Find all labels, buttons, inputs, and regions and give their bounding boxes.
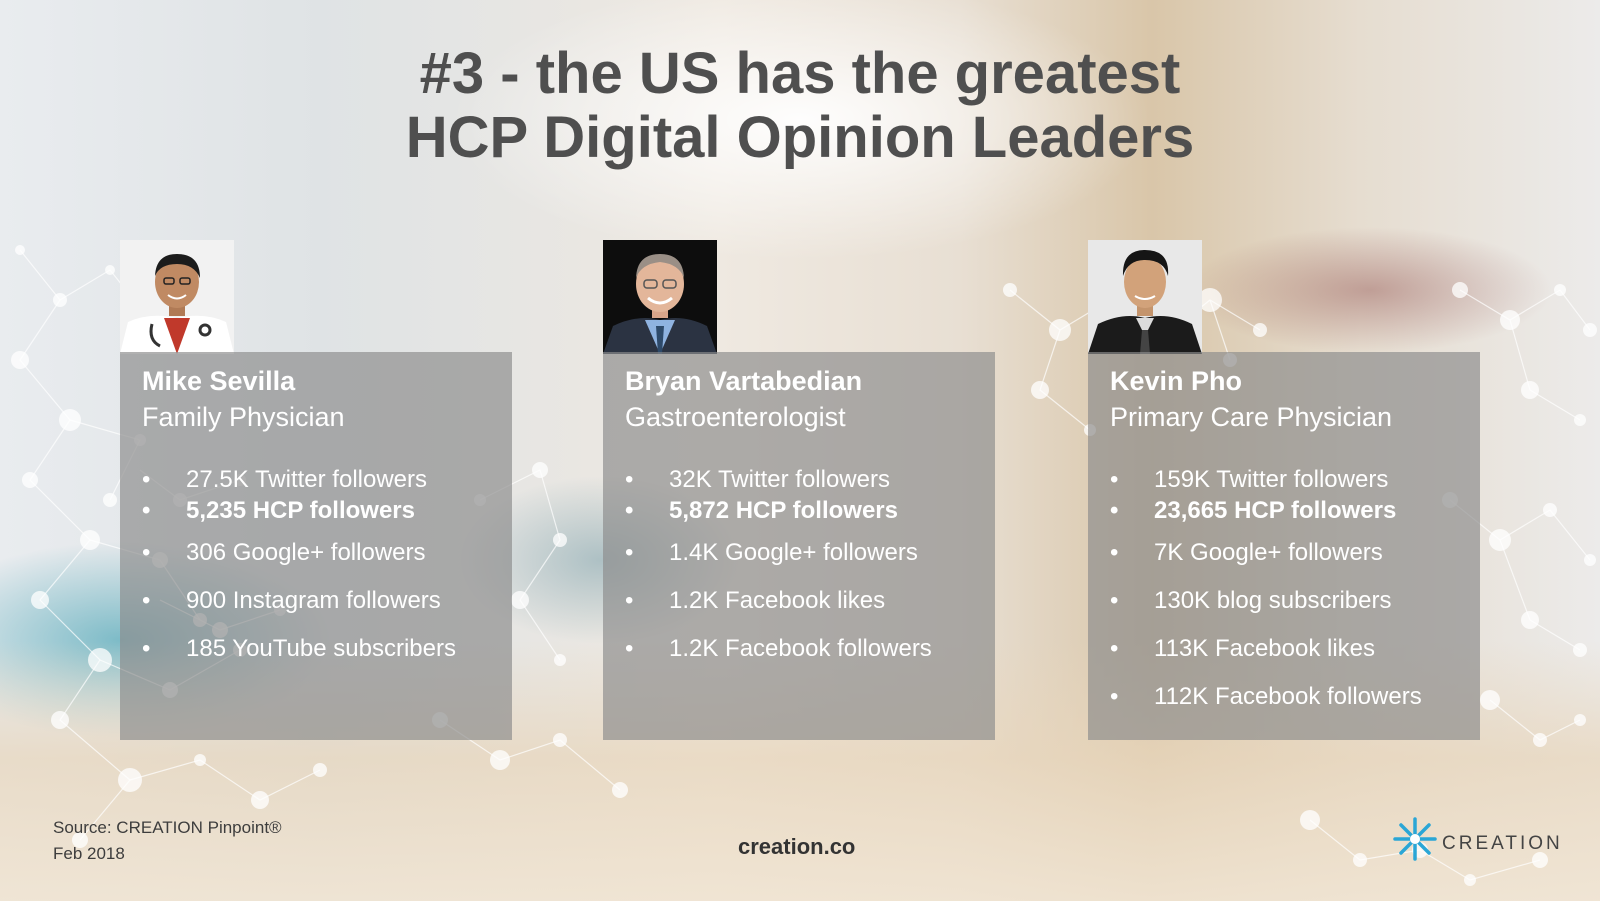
bryan-vartabedian-photo — [603, 240, 717, 354]
stat-twitter: 32K Twitter followers — [625, 466, 932, 497]
stat-twitter: 159K Twitter followers — [1110, 466, 1422, 497]
stat-instagram: 900 Instagram followers — [142, 587, 456, 635]
stat-google: 306 Google+ followers — [142, 539, 456, 587]
creation-logo-icon — [1393, 817, 1437, 861]
page-title: #3 - the US has the greatest HCP Digital… — [0, 42, 1600, 170]
profile-name: Mike Sevilla — [142, 366, 296, 396]
profile-card-kevin-pho: Kevin Pho Primary Care Physician 159K Tw… — [1088, 352, 1480, 740]
source-date: Feb 2018 — [53, 844, 125, 863]
stat-hcp: 23,665 HCP followers — [1110, 497, 1422, 539]
profile-card-mike-sevilla: Mike Sevilla Family Physician 27.5K Twit… — [120, 352, 512, 740]
stats-list: 32K Twitter followers 5,872 HCP follower… — [625, 466, 932, 683]
stat-youtube: 185 YouTube subscribers — [142, 635, 456, 683]
stat-blog: 130K blog subscribers — [1110, 587, 1422, 635]
stat-google: 7K Google+ followers — [1110, 539, 1422, 587]
kevin-pho-photo — [1088, 240, 1202, 354]
profile-name: Kevin Pho — [1110, 366, 1243, 396]
stat-google: 1.4K Google+ followers — [625, 539, 932, 587]
stat-facebook-likes: 1.2K Facebook likes — [625, 587, 932, 635]
stat-twitter: 27.5K Twitter followers — [142, 466, 456, 497]
source-note: Source: CREATION Pinpoint® Feb 2018 — [53, 815, 282, 867]
profile-name: Bryan Vartabedian — [625, 366, 863, 396]
stat-facebook-followers: 1.2K Facebook followers — [625, 635, 932, 683]
stat-hcp: 5,872 HCP followers — [625, 497, 932, 539]
stats-list: 159K Twitter followers 23,665 HCP follow… — [1110, 466, 1422, 731]
stat-hcp: 5,235 HCP followers — [142, 497, 456, 539]
stat-facebook-likes: 113K Facebook likes — [1110, 635, 1422, 683]
source-line: Source: CREATION Pinpoint® — [53, 818, 282, 837]
profile-role: Gastroenterologist — [625, 402, 846, 432]
stats-list: 27.5K Twitter followers 5,235 HCP follow… — [142, 466, 456, 683]
profile-role: Primary Care Physician — [1110, 402, 1393, 432]
title-line-1: #3 - the US has the greatest — [419, 41, 1181, 106]
profile-role: Family Physician — [142, 402, 345, 432]
creation-logo-text: CREATION — [1442, 833, 1563, 854]
profile-card-bryan-vartabedian: Bryan Vartabedian Gastroenterologist 32K… — [603, 352, 995, 740]
title-line-2: HCP Digital Opinion Leaders — [405, 105, 1195, 170]
mike-sevilla-photo — [120, 240, 234, 354]
stat-facebook-followers: 112K Facebook followers — [1110, 683, 1422, 731]
website-link[interactable]: creation.co — [738, 834, 856, 859]
